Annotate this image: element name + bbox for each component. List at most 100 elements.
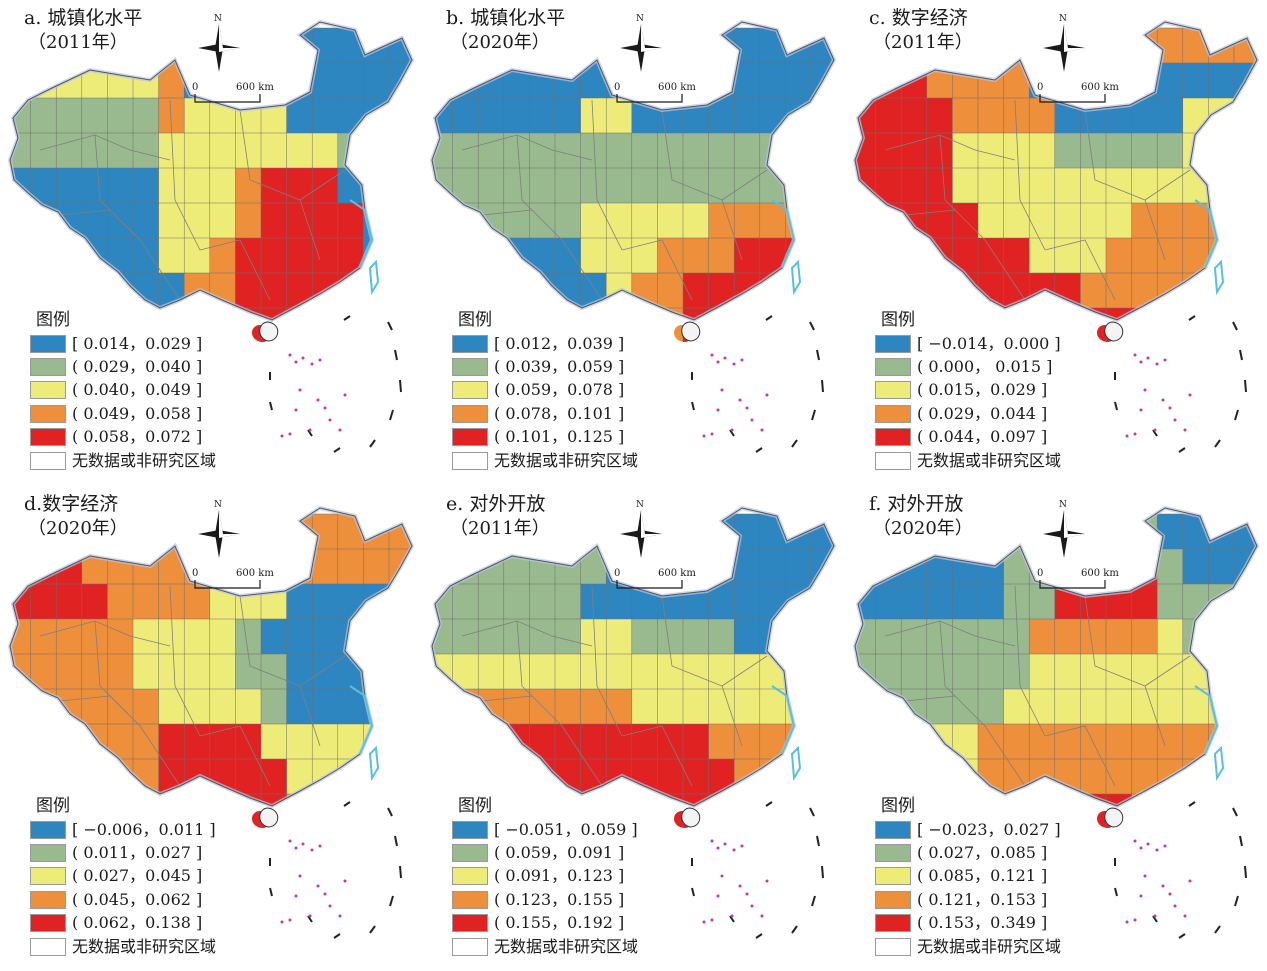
region-cell	[432, 237, 454, 274]
region-cell	[926, 237, 953, 274]
island-dot	[723, 842, 727, 846]
region-cell	[1156, 132, 1184, 169]
legend-swatch	[452, 937, 488, 956]
legend-swatch	[452, 428, 488, 447]
region-cell	[733, 202, 761, 239]
legend-item-no-data: 无数据或非研究区域	[875, 449, 1095, 472]
legend-label: ( 0.123，0.155 ]	[494, 889, 625, 909]
legend-swatch	[875, 820, 911, 839]
region-cell	[708, 793, 735, 828]
region-cell	[733, 62, 761, 99]
region-cell	[286, 132, 313, 169]
region-cell	[1156, 723, 1184, 760]
island-dot	[1139, 846, 1143, 850]
region-cell	[363, 653, 390, 690]
region-cell	[503, 548, 530, 585]
island-dot	[298, 388, 302, 392]
region-cell	[1182, 688, 1209, 725]
island-dot	[1163, 358, 1167, 362]
region-cell	[810, 618, 834, 655]
legend-swatch	[875, 404, 911, 423]
region-cell	[682, 513, 710, 550]
region-cell	[529, 132, 556, 169]
region-cell	[183, 132, 211, 169]
hainan-island	[259, 807, 279, 828]
region-cell	[631, 618, 658, 655]
region-cell	[81, 272, 108, 309]
island-dot	[740, 844, 744, 848]
region-cell	[183, 167, 211, 204]
boundary-dash	[821, 865, 824, 879]
region-cell	[977, 237, 1005, 274]
island-dot	[310, 848, 314, 852]
boundary-dash	[333, 447, 341, 453]
region-cell	[1028, 723, 1056, 760]
region-cell	[926, 272, 953, 309]
region-cell	[554, 688, 582, 725]
legend-label: ( 0.121，0.153 ]	[917, 889, 1048, 909]
region-cell	[810, 723, 834, 760]
region-cell	[209, 688, 236, 725]
region-cell	[1233, 97, 1257, 134]
region-cell	[388, 653, 412, 690]
region-cell	[900, 758, 928, 795]
island-dot	[1139, 360, 1143, 364]
boundary-dash	[1152, 429, 1158, 437]
island-dot	[1133, 353, 1137, 357]
legend-item: [ −0.023，0.027 ]	[875, 818, 1095, 841]
island-dot	[723, 356, 727, 360]
region-cell	[1105, 202, 1133, 239]
region-cell	[926, 62, 953, 99]
region-cell	[388, 723, 412, 760]
island-dot	[328, 418, 332, 422]
region-cell	[926, 97, 953, 134]
panel-subtitle: （2011年）	[450, 518, 550, 539]
region-cell	[529, 167, 556, 204]
legend: 图例[ −0.014，0.000 ] ( 0.000， 0.015 ] ( 0.01…	[875, 310, 1095, 472]
island-dot	[1168, 406, 1172, 410]
legend-label: ( 0.059，0.091 ]	[494, 843, 625, 863]
legend-item: ( 0.085，0.121 ]	[875, 865, 1095, 888]
region-cell	[30, 272, 57, 309]
region-cell	[10, 688, 32, 725]
north-label: N	[214, 500, 222, 510]
region-cell	[432, 272, 454, 309]
region-cell	[363, 758, 390, 795]
legend-title: 图例	[458, 310, 492, 330]
region-cell	[977, 167, 1005, 204]
region-cell	[107, 758, 134, 795]
region-cell	[158, 723, 185, 760]
region-cell	[432, 27, 454, 64]
region-cell	[55, 583, 83, 620]
taiwan-outline	[368, 259, 380, 296]
island-dot	[310, 362, 314, 366]
legend: 图例[ −0.023，0.027 ] ( 0.027，0.085 ] ( 0.085…	[875, 796, 1095, 958]
region-cell	[10, 62, 32, 99]
region-cell	[311, 723, 339, 760]
region-cell	[554, 132, 582, 169]
region-cell	[363, 167, 390, 204]
region-cell	[759, 688, 786, 725]
region-cell	[81, 237, 108, 274]
region-cell	[810, 653, 834, 690]
boundary-dash	[1234, 895, 1239, 907]
region-cell	[554, 97, 582, 134]
island-dot	[1173, 418, 1177, 422]
region-cell	[30, 758, 57, 795]
region-cell	[1156, 618, 1184, 655]
legend-swatch	[875, 844, 911, 863]
region-cell	[158, 688, 185, 725]
region-cell	[1003, 27, 1030, 64]
region-cell	[1003, 513, 1030, 550]
legend-swatch	[30, 867, 66, 886]
region-cell	[107, 548, 134, 585]
region-cell	[1131, 793, 1158, 828]
region-cell	[337, 62, 364, 99]
island-dot	[710, 353, 714, 357]
panel-title: a. 城镇化水平	[24, 7, 143, 29]
legend-item: ( 0.101，0.125 ]	[452, 426, 672, 449]
region-cell	[926, 202, 953, 239]
legend-swatch	[30, 451, 66, 470]
region-cell	[1054, 237, 1081, 274]
hainan-island	[1104, 807, 1124, 828]
